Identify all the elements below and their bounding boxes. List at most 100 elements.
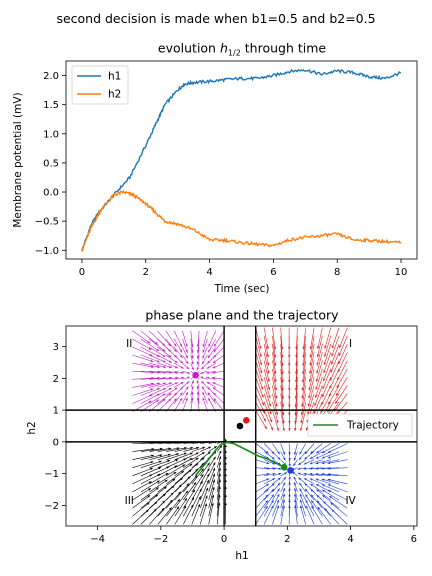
vector-arrowhead-II [162,393,166,396]
vector-arrow-IV [310,500,323,517]
vector-arrowhead-I [316,354,320,358]
vector-arrow-IV [305,494,315,509]
vector-arrow-II [149,382,167,388]
vector-arrowhead-II [162,360,166,363]
vector-arrow-IV [299,499,306,517]
vector-arrowhead-IV [317,506,321,510]
vector-arrow-I [301,385,306,408]
vector-arrowhead-III [176,506,179,510]
vector-arrowhead-I [294,412,297,416]
vector-arrow-III [149,453,171,460]
vector-arrow-II [157,330,171,347]
vector-arrow-I [294,401,298,424]
vector-arrowhead-II [185,349,188,353]
vector-arrowhead-IV [303,467,307,470]
vector-arrowhead-II [174,349,177,353]
vector-arrow-IV [316,500,332,517]
vector-arrow-IV [280,499,285,517]
vector-arrowhead-IV [265,450,269,454]
xtick-label: 4 [206,267,212,278]
vector-arrow-I [263,360,270,383]
vector-arrow-II [140,346,160,357]
vector-arrow-III [199,468,210,485]
vector-arrowhead-I [280,346,284,350]
vector-arrow-III [149,486,167,501]
ytick-label: −1 [44,469,59,480]
vector-arrowhead-III [200,481,203,484]
vector-arrow-III [191,468,204,485]
vector-arrowhead-IV [330,502,334,506]
vector-arrowhead-IV [277,457,281,460]
vector-arrow-II [132,394,153,404]
vector-arrow-I [307,385,315,407]
vector-arrowhead-I [314,403,317,406]
vector-arrowhead-II [207,360,210,364]
vector-arrow-III [140,487,160,501]
vector-arrowhead-III [148,488,151,491]
vector-arrowhead-IV [315,473,319,476]
vector-arrowhead-I [320,410,323,414]
vector-arrowhead-II [169,365,172,369]
vector-arrow-I [272,377,277,399]
vector-arrow-III [166,470,185,485]
series-h2-line [81,189,402,252]
vector-arrow-I [314,385,323,407]
quadrant-label-II: II [126,338,132,350]
vector-arrow-II [213,330,225,347]
vector-arrowhead-I [274,363,277,366]
vector-arrow-III [166,442,187,444]
point-II [192,371,199,379]
vector-arrowhead-III [212,486,215,490]
vector-arrowhead-I [274,379,277,383]
vector-arrowhead-I [302,355,305,358]
vector-arrowhead-IV [321,461,325,465]
vector-arrowhead-IV [305,499,308,503]
vector-arrowhead-I [329,385,332,389]
vector-arrow-I [331,327,340,349]
vector-arrowhead-III [185,490,188,494]
vector-arrowhead-I [267,379,270,382]
vector-arrowhead-IV [321,478,325,481]
vector-arrowhead-II [208,349,211,353]
vector-arrowhead-IV [284,472,287,475]
time-chart-xlabel: Time (sec) [214,283,270,295]
vector-arrow-I [263,393,272,415]
vector-arrow-III [208,502,214,525]
vector-arrowhead-I [267,371,270,374]
vector-arrowhead-III [189,458,193,461]
vector-arrow-I [321,385,332,406]
vector-arrowhead-I [260,378,263,382]
ytick-label: 1.5 [43,100,59,111]
ytick-label: −1.0 [35,246,59,257]
vector-arrowhead-III [182,464,186,467]
vector-arrow-III [140,480,160,493]
vector-arrow-III [174,490,189,509]
time-chart-xticks: 0 2 4 6 8 10 [79,259,407,278]
vector-arrowhead-IV [294,487,297,491]
vector-arrowhead-II [180,382,184,385]
vector-arrowhead-IV [309,472,313,476]
vector-arrow-I [255,352,263,374]
vector-arrow-III [216,494,220,517]
vector-arrow-I [295,368,298,391]
vector-arrow-IV [255,488,269,501]
vector-arrowhead-I [313,411,317,414]
vector-arrowhead-IV [324,508,327,511]
vector-arrowhead-IV [310,483,313,487]
vector-arrowhead-II [175,376,179,380]
vector-arrowhead-III [211,502,214,506]
vector-arrow-II [149,370,167,373]
vector-arrow-III [216,502,220,525]
vector-arrow-III [183,489,196,509]
vector-arrowhead-I [337,377,340,381]
vector-arrowhead-III [168,447,172,450]
vector-arrowhead-IV [282,451,286,455]
vector-arrow-III [132,467,154,477]
xtick-label: 4 [347,534,353,545]
vector-arrowhead-III [213,462,216,466]
vector-arrowhead-IV [322,495,326,498]
vector-arrowhead-III [176,447,180,450]
point-r [242,416,250,424]
